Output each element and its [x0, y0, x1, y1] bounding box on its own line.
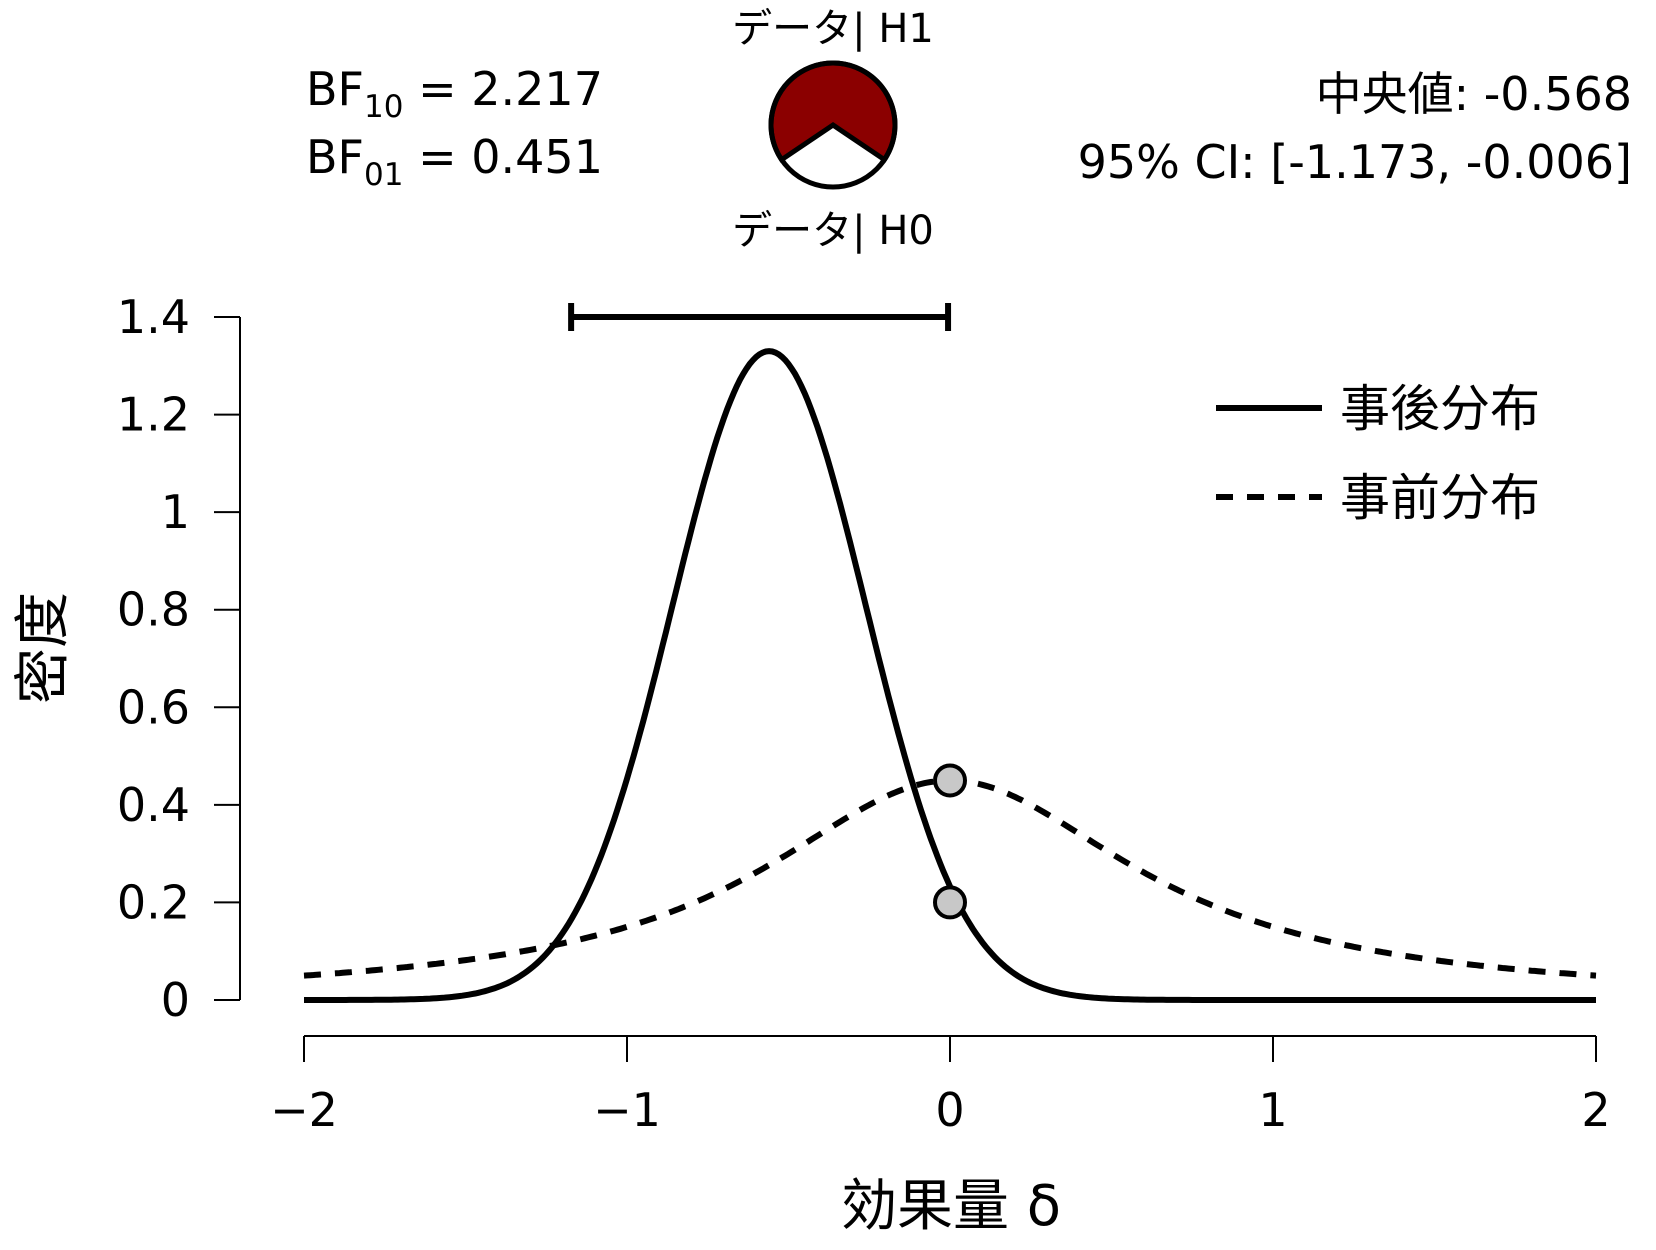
legend-label-posterior: 事後分布: [1340, 380, 1540, 438]
x-tick-label: 2: [1581, 1083, 1610, 1137]
y-tick-label: 0.2: [117, 875, 190, 929]
prior-density-point: [933, 763, 967, 798]
legend: 事後分布 事前分布: [1216, 380, 1540, 527]
median-stat: 中央値: -0.568: [1316, 67, 1632, 121]
proportion-wheel: [768, 60, 898, 190]
y-tick-label: 0.8: [117, 583, 190, 637]
x-tick-label: −2: [270, 1083, 338, 1137]
y-tick-label: 0.4: [117, 778, 190, 832]
pie-outline: [768, 60, 898, 190]
bf10-stat: BF10 = 2.217: [306, 62, 603, 125]
x-tick-label: 0: [935, 1083, 964, 1137]
y-tick-label: 0.6: [117, 680, 190, 734]
pie-label-h1: データ| H1: [732, 6, 934, 52]
x-tick-label: −1: [593, 1083, 661, 1137]
x-axis-title: 効果量 δ: [841, 1174, 1061, 1239]
y-tick-label: 0: [161, 973, 190, 1027]
y-tick-label: 1.2: [117, 388, 190, 442]
legend-label-prior: 事前分布: [1340, 469, 1540, 527]
ci-stat: 95% CI: [-1.173, -0.006]: [1078, 135, 1632, 189]
prior-curve: [303, 777, 1597, 979]
credible-interval-bar: [568, 303, 952, 331]
y-tick-label: 1.4: [117, 290, 190, 344]
x-tick-label: 1: [1258, 1083, 1287, 1137]
bf01-stat: BF01 = 0.451: [306, 130, 603, 193]
y-tick-label: 1: [161, 485, 190, 539]
x-axis: −2 −1 0 1 2: [270, 1035, 1611, 1137]
y-axis-title: 密度: [11, 592, 76, 704]
y-axis: 0 0.2 0.4 0.6 0.8 1 1.2 1.4: [117, 290, 241, 1027]
posterior-density-point: [933, 885, 967, 920]
pie-label-h0: データ| H0: [732, 208, 934, 254]
